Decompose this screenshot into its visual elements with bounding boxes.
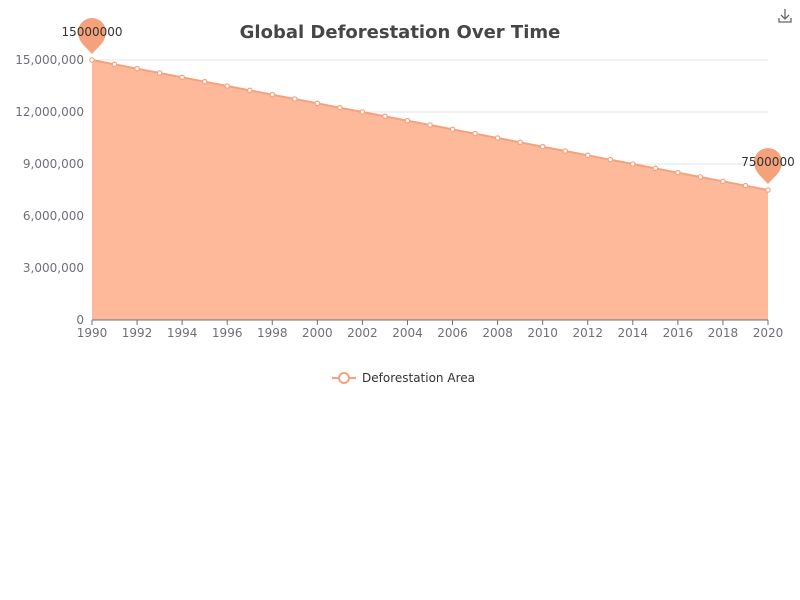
data-point[interactable]	[584, 152, 591, 159]
mark-points[interactable]: 15000000 7500000	[61, 18, 795, 184]
mark-point-min[interactable]	[754, 148, 782, 184]
x-tick-label: 2012	[572, 326, 603, 340]
data-point[interactable]	[449, 126, 456, 133]
y-tick-label: 6,000,000	[23, 209, 84, 223]
data-point[interactable]	[539, 143, 546, 150]
mark-point-pin	[754, 148, 782, 184]
data-point[interactable]	[314, 100, 321, 107]
data-point[interactable]	[562, 148, 569, 154]
y-tick-label: 12,000,000	[15, 105, 84, 119]
data-point[interactable]	[742, 182, 749, 189]
y-tick-label: 3,000,000	[23, 261, 84, 275]
data-point[interactable]	[629, 161, 636, 167]
x-tick-label: 1990	[77, 326, 108, 340]
x-tick-label: 2020	[753, 326, 784, 340]
mark-point-max[interactable]	[78, 18, 106, 54]
x-tick-label: 1996	[212, 326, 243, 340]
y-tick-label: 0	[76, 313, 84, 327]
area-fill-layer	[92, 60, 768, 320]
legend[interactable]: Deforestation Area	[332, 371, 475, 385]
x-tick-label: 2016	[663, 326, 694, 340]
x-tick-label: 2004	[392, 326, 423, 340]
data-point[interactable]	[382, 113, 388, 120]
data-point[interactable]	[675, 169, 681, 176]
data-point[interactable]	[494, 135, 501, 141]
data-point[interactable]	[179, 74, 185, 81]
data-point[interactable]	[652, 165, 659, 172]
data-point[interactable]	[156, 70, 163, 76]
data-point[interactable]	[224, 83, 231, 89]
data-point[interactable]	[269, 91, 276, 98]
data-point[interactable]	[111, 61, 118, 68]
mark-point-pin	[78, 18, 106, 54]
x-tick-label: 2002	[347, 326, 378, 340]
data-point[interactable]	[201, 78, 208, 85]
x-tick-label: 1992	[122, 326, 153, 340]
data-point[interactable]	[359, 109, 366, 115]
y-tick-label: 9,000,000	[23, 157, 84, 171]
x-tick-label: 2010	[527, 326, 558, 340]
series-area	[92, 60, 768, 320]
legend-series-label[interactable]: Deforestation Area	[362, 371, 475, 385]
chart-title: Global Deforestation Over Time	[240, 22, 561, 43]
data-point[interactable]	[89, 57, 95, 63]
data-point[interactable]	[472, 130, 478, 137]
data-point[interactable]	[427, 122, 433, 128]
data-points[interactable]	[89, 57, 771, 193]
data-point[interactable]	[404, 117, 411, 124]
x-tick-label: 2008	[482, 326, 513, 340]
data-point[interactable]	[697, 174, 704, 180]
x-tick-label: 2006	[437, 326, 468, 340]
data-point[interactable]	[720, 178, 726, 185]
mark-point-label: 7500000	[741, 155, 794, 169]
mark-point-label: 15000000	[61, 25, 122, 39]
data-point[interactable]	[291, 96, 298, 102]
x-tick-label: 1998	[257, 326, 288, 340]
data-point[interactable]	[246, 87, 253, 94]
x-tick-label: 1994	[167, 326, 198, 340]
data-point[interactable]	[765, 187, 771, 193]
y-tick-label: 15,000,000	[15, 53, 84, 67]
download-button[interactable]	[778, 9, 792, 23]
x-tick-label: 2018	[708, 326, 739, 340]
axes: 0 3,000,000 6,000,000 9,000,000 12,000,000 15…	[15, 53, 783, 340]
x-tick-label: 2000	[302, 326, 333, 340]
legend-series-marker	[338, 372, 350, 384]
data-point[interactable]	[337, 104, 343, 111]
download-icon	[778, 9, 792, 23]
data-point[interactable]	[517, 139, 523, 146]
data-point[interactable]	[607, 156, 614, 163]
data-point[interactable]	[134, 65, 140, 72]
x-tick-label: 2014	[618, 326, 649, 340]
